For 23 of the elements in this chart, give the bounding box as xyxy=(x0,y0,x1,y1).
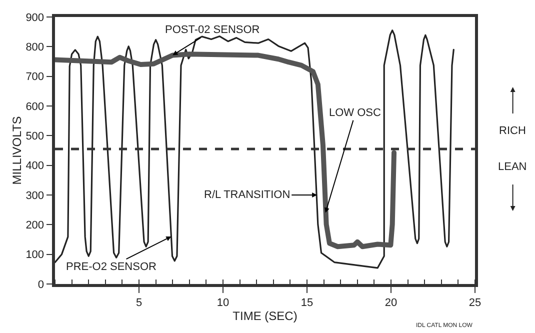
x-tick-label: 25 xyxy=(468,296,482,309)
y-tick-label: 100 xyxy=(26,249,44,262)
y-tick-label: 800 xyxy=(26,42,44,54)
annotation: POST-02 SENSOR xyxy=(165,24,260,36)
annotation: PRE-O2 SENSOR xyxy=(66,261,157,273)
y-tick-label: 400 xyxy=(26,160,44,172)
y-tick-label: 0 xyxy=(38,278,44,291)
x-tick-label: 15 xyxy=(300,296,314,309)
text: RICH xyxy=(499,125,526,137)
y-tick-label: 700 xyxy=(26,71,44,84)
annotation: LOW OSC xyxy=(329,107,382,119)
x-axis-title: TIME (SEC) xyxy=(232,308,298,323)
y-tick-label: 300 xyxy=(26,190,44,202)
y-axis-title: MILLIVOLTS xyxy=(10,116,24,185)
y-tick-label: 200 xyxy=(26,220,44,232)
x-tick-label: 5 xyxy=(136,296,142,309)
text: LEAN xyxy=(498,161,527,173)
annotation: R/L TRANSITION xyxy=(204,189,290,201)
y-tick-label: 900 xyxy=(26,12,44,24)
y-tick-label: 600 xyxy=(26,100,44,113)
y-tick-label: 500 xyxy=(26,130,44,143)
x-tick-label: 10 xyxy=(216,296,230,309)
x-tick-label: 20 xyxy=(384,296,398,309)
